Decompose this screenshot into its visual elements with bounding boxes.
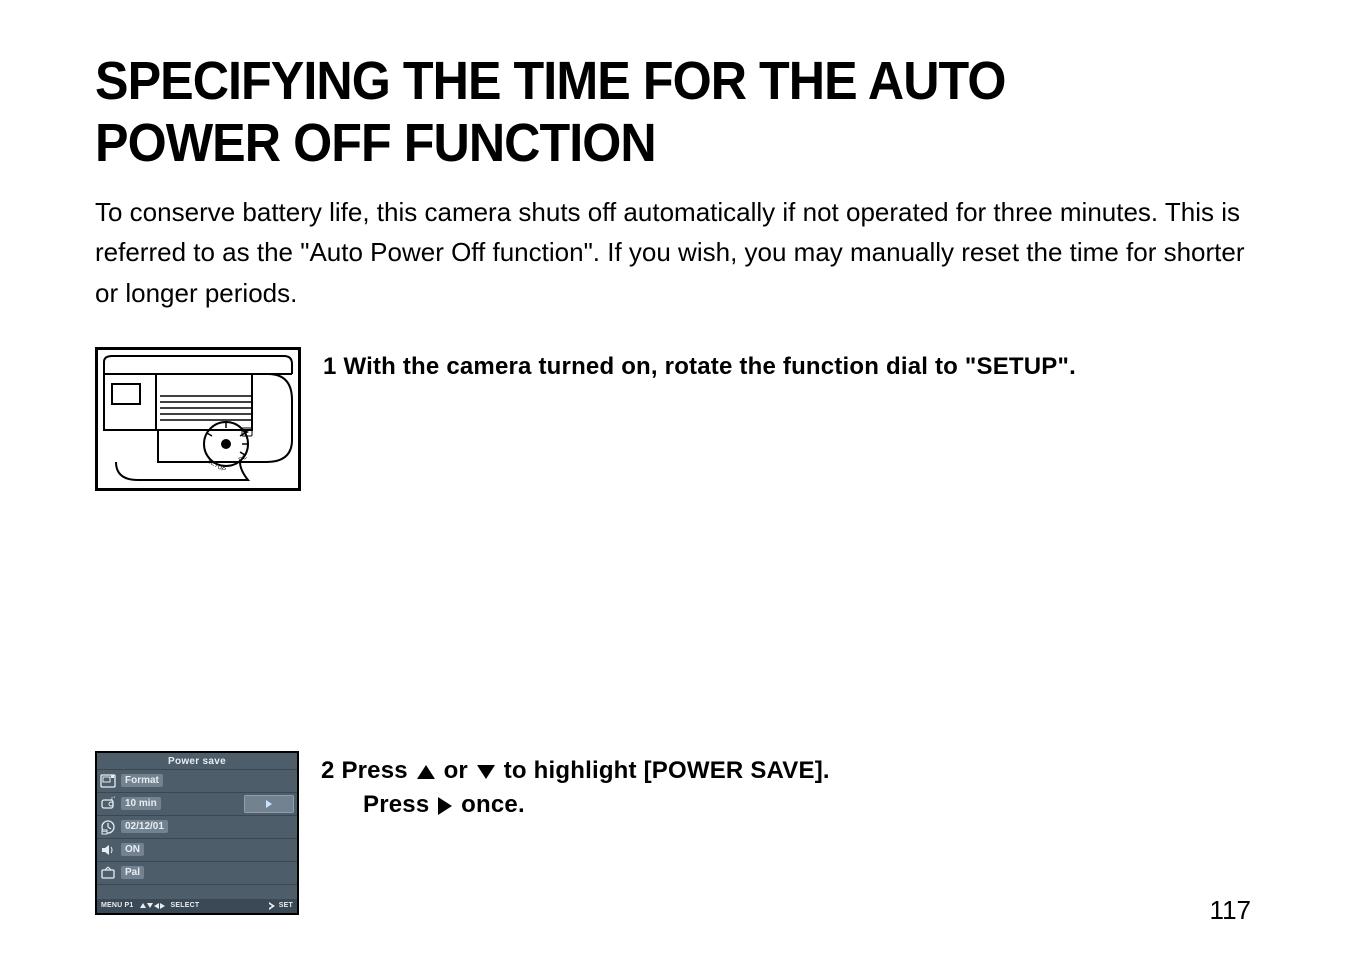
lcd-label-date: 02/12/01 — [119, 816, 241, 838]
lcd-screenshot: Power save Format — [95, 751, 299, 915]
step-1-row: SETUP PC 1 With the camera turned on, ro… — [95, 347, 1251, 491]
lcd-row-powersave: z z 10 min — [97, 792, 297, 815]
svg-text:z: z — [114, 796, 116, 799]
svg-text:SETUP: SETUP — [206, 458, 226, 473]
lcd-label-format: Format — [119, 770, 241, 792]
step-1-text: 1 With the camera turned on, rotate the … — [323, 347, 1076, 381]
footer-set-label: SET — [279, 902, 293, 909]
right-triangle-icon — [438, 797, 452, 815]
lcd-label-sound: ON — [119, 839, 241, 861]
date-icon — [97, 816, 119, 838]
step-2-line2-post: once. — [454, 791, 525, 818]
footer-menu-label: MENU P1 — [101, 902, 134, 909]
left-arrow-icon — [154, 903, 159, 909]
lcd-label-video: Pal — [119, 862, 241, 884]
step-2-line2-pre: Press — [363, 791, 436, 818]
lcd-footer: MENU P1 SELECT SET — [97, 899, 297, 913]
lcd-row-video: Pal — [97, 861, 297, 885]
intro-paragraph: To conserve battery life, this camera sh… — [95, 192, 1251, 313]
speaker-icon — [97, 839, 119, 861]
up-triangle-icon — [417, 765, 435, 779]
step-2-line1-pre: Press — [341, 757, 414, 784]
lcd-row-sound: ON — [97, 838, 297, 861]
footer-select-label: SELECT — [171, 902, 200, 909]
lcd-row-format: Format — [97, 769, 297, 792]
camera-top-diagram: SETUP PC — [95, 347, 301, 491]
set-arrow-icon — [269, 902, 275, 910]
step-2-number: 2 — [321, 757, 335, 784]
down-triangle-icon — [477, 765, 495, 779]
step-2-line1-post: to highlight [POWER SAVE]. — [497, 757, 830, 784]
step-2-row: Power save Format — [95, 751, 1251, 915]
format-icon — [97, 770, 119, 792]
selection-highlight — [244, 795, 294, 813]
powersave-icon: z z — [97, 793, 119, 815]
page-title: SPECIFYING THE TIME FOR THE AUTO POWER O… — [95, 50, 1170, 174]
step-2-text: 2 Press or to highlight [POWER SAVE]. Pr… — [321, 751, 830, 819]
chevron-right-icon — [266, 800, 272, 808]
lcd-title: Power save — [97, 753, 297, 769]
page-number: 117 — [1210, 895, 1251, 926]
down-arrow-icon — [147, 903, 153, 908]
right-arrow-icon — [160, 903, 165, 909]
step-1-instruction: With the camera turned on, rotate the fu… — [343, 353, 1076, 380]
lcd-label-powersave: 10 min — [119, 793, 241, 815]
step-1-number: 1 — [323, 353, 337, 380]
lcd-row-date: 02/12/01 — [97, 815, 297, 838]
tv-icon — [97, 862, 119, 884]
step-2-line1-mid: or — [437, 757, 475, 784]
up-arrow-icon — [140, 903, 146, 908]
